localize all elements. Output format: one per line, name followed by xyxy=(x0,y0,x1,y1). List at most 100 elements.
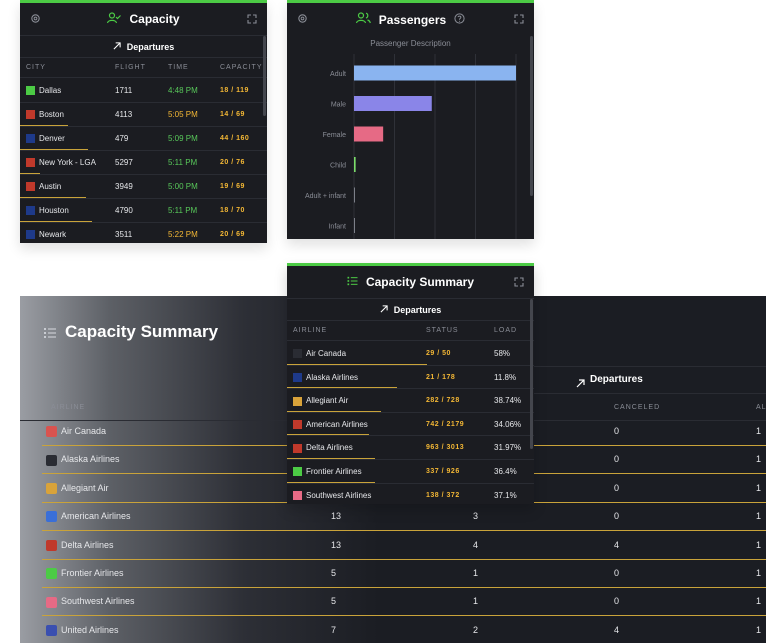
column-header-canceled[interactable]: CANCELED xyxy=(614,404,661,411)
table-row[interactable]: Frontier Airlines 5 1 0 1 xyxy=(42,560,766,588)
airline-cell: Southwest Airlines xyxy=(46,588,135,615)
canceled-value: 0 xyxy=(614,482,620,493)
gear-icon[interactable] xyxy=(297,13,308,27)
city-name: Newark xyxy=(39,230,67,239)
table-row[interactable]: American Airlines 13 3 0 1 xyxy=(42,503,766,532)
capacity-total: 119 xyxy=(236,87,249,94)
last-value: 1 xyxy=(756,539,762,550)
table-row[interactable]: Allegiant Air 282 / 728 38.74% xyxy=(287,389,534,413)
chart-bar[interactable] xyxy=(354,187,355,203)
city-cell: Boston xyxy=(26,103,64,126)
gear-icon[interactable] xyxy=(30,13,41,27)
scrollbar[interactable] xyxy=(530,36,533,196)
panel-title: Passengers xyxy=(378,12,447,27)
table-row[interactable]: Newark 3511 5:22 PM 20 / 69 xyxy=(20,223,267,243)
flights-value: 13 xyxy=(331,511,342,522)
last-value: 1 xyxy=(756,511,762,522)
table-row[interactable]: Delta Airlines 963 / 3013 31.97% xyxy=(287,436,534,460)
airline-logo-icon xyxy=(46,596,57,608)
help-icon[interactable] xyxy=(454,12,465,27)
chart-bar[interactable] xyxy=(354,96,432,111)
canceled-value: 0 xyxy=(614,454,620,465)
load-progress xyxy=(287,481,375,483)
airline-logo-icon xyxy=(293,349,302,359)
airline-name: Allegiant Air xyxy=(61,482,109,493)
table-row[interactable]: Austin 3949 5:00 PM 19 / 69 xyxy=(20,175,267,199)
table-row[interactable]: Southwest Airlines 5 1 0 1 xyxy=(42,588,766,617)
chart-bar[interactable] xyxy=(354,65,516,81)
capacity-booked: 20 xyxy=(220,159,229,166)
table-row[interactable]: Delta Airlines 13 4 4 1 xyxy=(42,532,766,560)
table-row[interactable]: Frontier Airlines 337 / 926 36.4% xyxy=(287,460,534,484)
status-booked: 282 xyxy=(426,397,440,405)
table-row[interactable]: Houston 4790 5:11 PM 18 / 70 xyxy=(20,199,267,223)
column-header-al[interactable]: AL xyxy=(756,404,766,411)
departure-time: 5:09 PM xyxy=(168,134,198,143)
capacity-total: 160 xyxy=(236,135,250,142)
table-row[interactable]: Boston 4113 5:05 PM 14 / 69 xyxy=(20,103,267,127)
delayed-value: 3 xyxy=(473,511,479,522)
status-total: 3013 xyxy=(446,444,465,452)
departures-label: Departures xyxy=(393,304,442,315)
departures-tab[interactable]: Departures xyxy=(20,36,267,58)
delayed-value: 4 xyxy=(473,539,479,550)
accent-bar xyxy=(287,263,534,266)
airline-cell: Allegiant Air xyxy=(293,389,348,412)
table-row[interactable]: Denver 479 5:09 PM 44 / 160 xyxy=(20,127,267,151)
chart-bar[interactable] xyxy=(354,157,356,172)
column-header-flight[interactable]: FLIGHT xyxy=(115,64,146,71)
column-header-airline[interactable]: AIRLINE xyxy=(293,327,328,334)
panel-title: Capacity Summary xyxy=(365,275,475,289)
airline-name: Alaska Airlines xyxy=(306,372,359,382)
departure-time: 4:48 PM xyxy=(168,86,198,95)
airline-logo-icon xyxy=(26,182,35,192)
column-header-status[interactable]: STATUS xyxy=(426,327,459,334)
column-header-load[interactable]: LOAD xyxy=(494,327,518,334)
departures-header[interactable]: Departures xyxy=(534,366,766,394)
column-header-time[interactable]: TIME xyxy=(168,64,189,71)
table-row[interactable]: Dallas 1711 4:48 PM 18 / 119 xyxy=(20,79,267,103)
capacity-total: 69 xyxy=(236,231,245,238)
column-header-city[interactable]: CITY xyxy=(26,64,46,71)
chart-bar[interactable] xyxy=(354,218,355,233)
table-row[interactable]: New York - LGA 5297 5:11 PM 20 / 76 xyxy=(20,151,267,175)
chart-bar[interactable] xyxy=(354,126,384,142)
expand-icon[interactable] xyxy=(514,13,524,27)
delayed-value: 1 xyxy=(473,596,479,607)
column-header-airline[interactable]: AIRLINE xyxy=(51,404,86,411)
status-total: 2179 xyxy=(446,420,465,428)
airline-logo-icon xyxy=(46,624,57,636)
city-cell: Dallas xyxy=(26,79,61,102)
departure-time: 5:11 PM xyxy=(168,158,198,167)
load-value: 34.06% xyxy=(494,419,522,429)
airline-name: Southwest Airlines xyxy=(61,596,135,607)
departures-tab[interactable]: Departures xyxy=(287,299,534,321)
table-row[interactable]: Southwest Airlines 138 / 372 37.1% xyxy=(287,484,534,504)
airline-cell: American Airlines xyxy=(46,503,131,530)
city-cell: New York - LGA xyxy=(26,151,96,174)
chart-category-label: Female xyxy=(323,132,346,139)
status-total: 178 xyxy=(442,373,456,381)
table-row[interactable]: Alaska Airlines 21 / 178 11.8% xyxy=(287,366,534,390)
capacity-value: 19 / 69 xyxy=(220,183,245,190)
airline-name: American Airlines xyxy=(306,419,368,429)
table-row[interactable]: United Airlines 7 2 4 1 xyxy=(42,617,766,643)
expand-icon[interactable] xyxy=(514,276,524,290)
chart-category-label: Infant xyxy=(328,224,346,231)
table-row[interactable]: American Airlines 742 / 2179 34.06% xyxy=(287,413,534,437)
flights-value: 13 xyxy=(331,539,342,550)
airline-name: Allegiant Air xyxy=(306,396,349,406)
scrollbar[interactable] xyxy=(263,36,266,116)
scrollbar[interactable] xyxy=(530,299,533,449)
flight-number: 1711 xyxy=(115,86,133,95)
accent-bar xyxy=(287,0,534,3)
chart-category-label: Adult + infant xyxy=(305,193,346,200)
capacity-summary-panel-header: Capacity Summary xyxy=(287,266,534,299)
capacity-progress xyxy=(20,221,92,222)
airline-logo-icon xyxy=(293,372,302,382)
expand-icon[interactable] xyxy=(247,13,257,27)
column-header-capacity[interactable]: CAPACITY xyxy=(220,64,263,71)
table-row[interactable]: Air Canada 29 / 50 58% xyxy=(287,342,534,366)
accent-bar xyxy=(20,0,267,3)
departure-time: 5:05 PM xyxy=(168,110,198,119)
